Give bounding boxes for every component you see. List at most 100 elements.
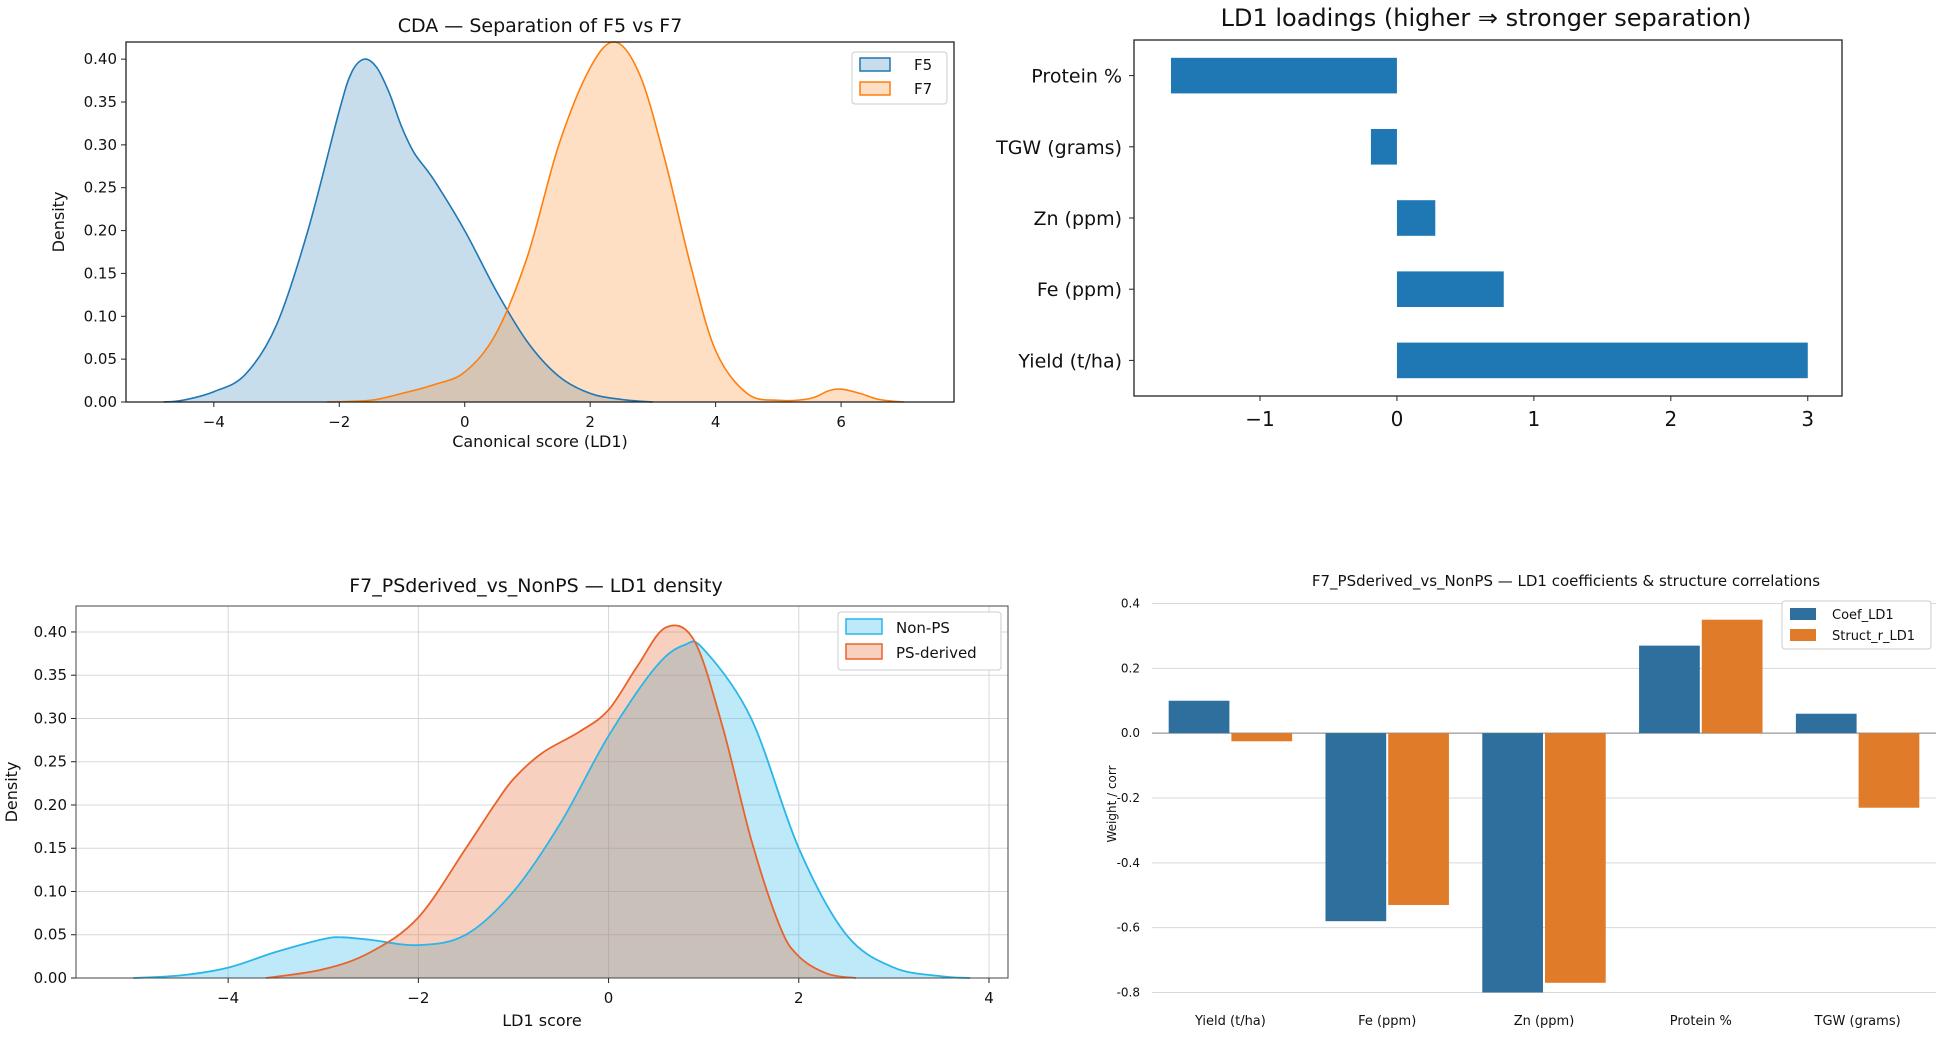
x-tick-label: 0 [1391,407,1404,431]
x-tick-label: −1 [1245,407,1274,431]
y-tick-label: Protein % [1031,66,1122,88]
x-tick-label: Protein % [1670,1014,1732,1029]
density-line-non-ps [133,640,971,979]
y-tick-label: 0.10 [34,882,67,900]
x-tick-label: Fe (ppm) [1358,1014,1416,1029]
density-line-f7 [326,41,904,403]
legend-swatch-f5 [859,57,891,72]
chart-f7-ld1-density: F7_PSderived_vs_NonPS — LD1 density −4 −2… [2,575,1009,1030]
legend-label-non-ps: Non-PS [896,619,950,637]
plot-frame [125,41,955,403]
bar-struct-r-ld1-zn-ppm- [1545,733,1606,983]
bar-struct-r-ld1-yield-t-ha- [1231,733,1293,742]
bar-struct-r-ld1-fe-ppm- [1388,733,1449,905]
y-tick-label: 0.30 [84,136,117,154]
y-tick-label: TGW (grams) [995,137,1122,159]
legend-swatch-non-ps [845,618,883,635]
y-tick-label: 0.40 [34,623,67,641]
x-tick-label: 6 [836,413,846,431]
x-tick-label: Zn (ppm) [1514,1014,1575,1029]
y-tick-label: -0.4 [1117,856,1140,870]
x-tick-label: Yield (t/ha) [1194,1014,1266,1029]
legend-swatch-struct-r-ld1 [1790,629,1816,641]
x-tick-label: 3 [1801,407,1814,431]
bar-yield-t-ha- [1396,342,1808,379]
y-tick-label: 0.00 [34,969,67,987]
legend-swatch-f7 [859,81,891,96]
legend: Coef_LD1 Struct_r_LD1 [1781,600,1932,650]
chart-ld1-coefficients: F7_PSderived_vs_NonPS — LD1 coefficients… [1105,572,1936,1029]
y-axis-label: Density [49,192,68,253]
bar-fe-ppm- [1396,271,1504,307]
bar-protein- [1170,57,1397,94]
x-axis-label: Canonical score (LD1) [452,432,628,451]
bar-coef-ld1-yield-t-ha- [1168,700,1230,734]
y-tick-label: 0.35 [84,93,117,111]
y-axis-label: Weight / corr [1105,765,1119,842]
y-tick-label: 0.0 [1121,726,1140,740]
y-axis-label: Density [2,762,21,823]
x-tick-label: −2 [328,413,350,431]
y-tick-label: -0.6 [1117,921,1140,935]
y-tick-label: -0.2 [1117,791,1140,805]
y-tick-label: 0.10 [84,307,117,325]
y-tick-label: 0.00 [84,393,117,411]
density-fill-ps-derived [266,625,856,978]
plot-frame [1133,39,1843,397]
density-fill-f5 [163,59,653,403]
y-tick-label: -0.8 [1117,986,1140,1000]
bar-coef-ld1-fe-ppm- [1325,733,1387,922]
density-fill-f7 [326,41,904,402]
legend-box [1781,600,1932,650]
x-tick-label: 0 [604,989,614,1007]
y-tick-label: 0.4 [1121,596,1140,610]
x-tick-label: −4 [203,413,225,431]
y-tick-label: 0.15 [34,839,67,857]
density-line-ps-derived [266,624,856,979]
x-tick-label: 2 [1664,407,1677,431]
y-tick-label: 0.2 [1121,661,1140,675]
legend-swatch-ps-derived [845,643,883,660]
bar-tgw-grams- [1370,129,1397,165]
x-tick-label: 2 [585,413,595,431]
chart-title: F7_PSderived_vs_NonPS — LD1 coefficients… [1312,572,1820,591]
legend: Non-PS PS-derived [837,611,1002,671]
y-tick-label: 0.25 [84,179,117,197]
chart-title: F7_PSderived_vs_NonPS — LD1 density [349,575,723,597]
bar-coef-ld1-protein- [1639,645,1700,734]
chart-cda-f5-vs-f7: CDA — Separation of F5 vs F7 −4 −2 0 2 4 6 0.0… [49,15,955,451]
legend-label-struct-r-ld1: Struct_r_LD1 [1832,629,1915,644]
legend-label-f5: F5 [914,56,932,74]
x-tick-label: TGW (grams) [1814,1014,1901,1029]
y-tick-label: Fe (ppm) [1037,279,1122,301]
legend-box [851,51,948,105]
bar-coef-ld1-zn-ppm- [1482,733,1543,993]
x-tick-label: 4 [711,413,721,431]
chart-title: LD1 loadings (higher ⇒ stronger separati… [1221,4,1752,32]
x-tick-label: 2 [794,989,804,1007]
y-tick-label: 0.40 [84,50,117,68]
y-tick-label: 0.15 [84,264,117,282]
density-line-f5 [163,58,653,403]
plot-frame [75,605,1009,979]
legend-box [837,611,1002,671]
y-tick-label: Zn (ppm) [1033,208,1122,230]
y-tick-label: 0.30 [34,709,67,727]
chart-title: CDA — Separation of F5 vs F7 [398,15,683,37]
y-tick-label: 0.05 [84,350,117,368]
y-tick-label: 0.05 [34,926,67,944]
legend-label-ps-derived: PS-derived [896,644,977,662]
y-tick-label: 0.20 [84,222,117,240]
bar-coef-ld1-tgw-grams- [1795,713,1857,734]
y-tick-label: 0.25 [34,753,67,771]
bar-zn-ppm- [1396,200,1436,236]
x-tick-label: −2 [407,989,429,1007]
bar-struct-r-ld1-protein- [1701,619,1763,734]
y-tick-label: Yield (t/ha) [1017,350,1122,372]
y-tick-label: 0.35 [34,666,67,684]
x-axis-label: LD1 score [502,1011,582,1030]
legend-label-f7: F7 [914,80,932,98]
legend-swatch-coef-ld1 [1790,608,1816,620]
legend-label-coef-ld1: Coef_LD1 [1832,608,1894,623]
x-tick-label: 0 [460,413,470,431]
